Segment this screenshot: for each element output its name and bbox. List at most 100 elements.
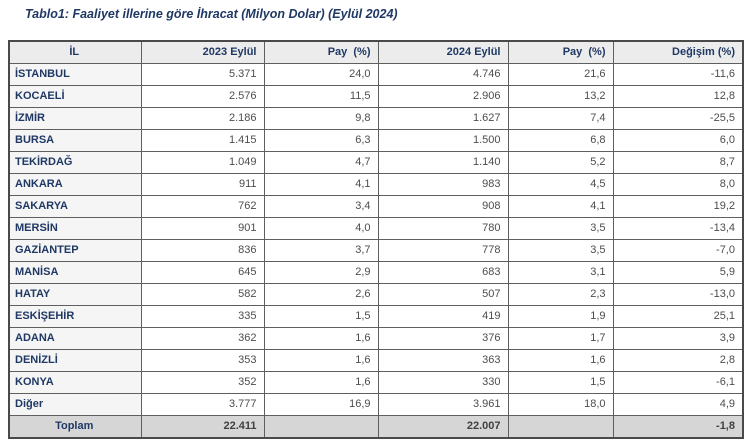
- value-cell: 1,6: [263, 349, 379, 372]
- value-cell: 19,2: [612, 195, 744, 218]
- value-cell: 6,0: [612, 129, 744, 152]
- value-cell: 5,9: [612, 261, 744, 284]
- province-cell: GAZİANTEP: [8, 239, 142, 262]
- table-row: DENİZLİ 353 1,6 363 1,6 2,8: [8, 349, 744, 372]
- table-row: BURSA 1.415 6,3 1.500 6,8 6,0: [8, 129, 744, 152]
- value-cell: 1,6: [263, 327, 379, 350]
- table-row: İSTANBUL 5.371 24,0 4.746 21,6 -11,6: [8, 63, 744, 86]
- value-cell: 4,5: [507, 173, 614, 196]
- value-cell: -25,5: [612, 107, 744, 130]
- table-row: HATAY 582 2,6 507 2,3 -13,0: [8, 283, 744, 306]
- value-cell: 3.961: [377, 393, 509, 416]
- value-cell: 4,7: [263, 151, 379, 174]
- value-cell: 762: [140, 195, 265, 218]
- value-cell: 983: [377, 173, 509, 196]
- value-cell: 8,0: [612, 173, 744, 196]
- value-cell: 2,6: [263, 283, 379, 306]
- value-cell: 4,9: [612, 393, 744, 416]
- province-cell: KONYA: [8, 371, 142, 394]
- province-cell: Diğer: [8, 393, 142, 416]
- value-cell: 362: [140, 327, 265, 350]
- value-cell: 1.627: [377, 107, 509, 130]
- table-row: ESKİŞEHİR 335 1,5 419 1,9 25,1: [8, 305, 744, 328]
- value-cell: 376: [377, 327, 509, 350]
- value-cell: -11,6: [612, 63, 744, 86]
- total-2024-cell: 22.007: [377, 415, 509, 439]
- value-cell: 1,6: [507, 349, 614, 372]
- value-cell: 3.777: [140, 393, 265, 416]
- table-row: GAZİANTEP 836 3,7 778 3,5 -7,0: [8, 239, 744, 262]
- value-cell: 7,4: [507, 107, 614, 130]
- value-cell: -6,1: [612, 371, 744, 394]
- table-row: ADANA 362 1,6 376 1,7 3,9: [8, 327, 744, 350]
- table-row: MANİSA 645 2,9 683 3,1 5,9: [8, 261, 744, 284]
- value-cell: 3,1: [507, 261, 614, 284]
- value-cell: 12,8: [612, 85, 744, 108]
- table-row: İZMİR 2.186 9,8 1.627 7,4 -25,5: [8, 107, 744, 130]
- value-cell: 507: [377, 283, 509, 306]
- value-cell: 3,7: [263, 239, 379, 262]
- value-cell: 778: [377, 239, 509, 262]
- value-cell: 21,6: [507, 63, 614, 86]
- value-cell: 16,9: [263, 393, 379, 416]
- value-cell: 901: [140, 217, 265, 240]
- column-header-2024-eylul: 2024 Eylül: [377, 40, 509, 64]
- value-cell: 9,8: [263, 107, 379, 130]
- value-cell: 24,0: [263, 63, 379, 86]
- value-cell: 6,3: [263, 129, 379, 152]
- export-by-province-table: İL 2023 Eylül Pay (%) 2024 Eylül Pay (%)…: [8, 40, 744, 439]
- value-cell: 683: [377, 261, 509, 284]
- province-cell: DENİZLİ: [8, 349, 142, 372]
- value-cell: 1.140: [377, 151, 509, 174]
- value-cell: 2.906: [377, 85, 509, 108]
- value-cell: 3,4: [263, 195, 379, 218]
- value-cell: 2,8: [612, 349, 744, 372]
- value-cell: 911: [140, 173, 265, 196]
- value-cell: 908: [377, 195, 509, 218]
- value-cell: 3,5: [507, 239, 614, 262]
- value-cell: 1.049: [140, 151, 265, 174]
- value-cell: 2.576: [140, 85, 265, 108]
- table-row: Diğer 3.777 16,9 3.961 18,0 4,9: [8, 393, 744, 416]
- value-cell: -13,0: [612, 283, 744, 306]
- province-cell: HATAY: [8, 283, 142, 306]
- value-cell: 1,9: [507, 305, 614, 328]
- value-cell: 11,5: [263, 85, 379, 108]
- value-cell: 6,8: [507, 129, 614, 152]
- column-header-2023-eylul: 2023 Eylül: [140, 40, 265, 64]
- total-pay-2024-cell: [507, 415, 614, 439]
- table-row: TEKİRDAĞ 1.049 4,7 1.140 5,2 8,7: [8, 151, 744, 174]
- total-2023-cell: 22.411: [140, 415, 265, 439]
- province-cell: ESKİŞEHİR: [8, 305, 142, 328]
- value-cell: 780: [377, 217, 509, 240]
- value-cell: 836: [140, 239, 265, 262]
- value-cell: 3,5: [507, 217, 614, 240]
- province-cell: BURSA: [8, 129, 142, 152]
- value-cell: 419: [377, 305, 509, 328]
- province-cell: ADANA: [8, 327, 142, 350]
- value-cell: 18,0: [507, 393, 614, 416]
- column-header-pay-2023: Pay (%): [263, 40, 379, 64]
- total-label-cell: Toplam: [8, 415, 142, 439]
- value-cell: 363: [377, 349, 509, 372]
- value-cell: 2,9: [263, 261, 379, 284]
- value-cell: 3,9: [612, 327, 744, 350]
- value-cell: 1,5: [263, 305, 379, 328]
- table-row: KONYA 352 1,6 330 1,5 -6,1: [8, 371, 744, 394]
- province-cell: İSTANBUL: [8, 63, 142, 86]
- province-cell: İZMİR: [8, 107, 142, 130]
- value-cell: 582: [140, 283, 265, 306]
- value-cell: 4.746: [377, 63, 509, 86]
- total-degisim-cell: -1,8: [612, 415, 744, 439]
- province-cell: MERSİN: [8, 217, 142, 240]
- total-pay-2023-cell: [263, 415, 379, 439]
- value-cell: 1,7: [507, 327, 614, 350]
- value-cell: 4,1: [507, 195, 614, 218]
- value-cell: 1,5: [507, 371, 614, 394]
- province-cell: MANİSA: [8, 261, 142, 284]
- table-row: KOCAELİ 2.576 11,5 2.906 13,2 12,8: [8, 85, 744, 108]
- value-cell: 2.186: [140, 107, 265, 130]
- table-row: SAKARYA 762 3,4 908 4,1 19,2: [8, 195, 744, 218]
- column-header-pay-2024: Pay (%): [507, 40, 614, 64]
- value-cell: -7,0: [612, 239, 744, 262]
